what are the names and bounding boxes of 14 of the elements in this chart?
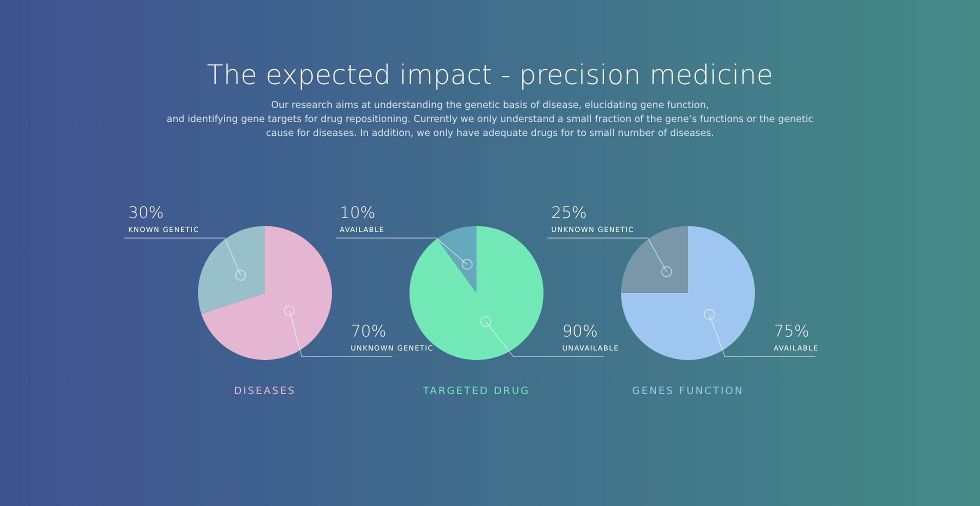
data-label: 90% <box>562 322 598 341</box>
text: The expected impact - precision medicine <box>206 60 774 91</box>
data-label: 30% <box>128 203 164 222</box>
data-label: 25% <box>551 203 587 222</box>
text: Our research aims at understanding the genetic basis of disease, elucidating gene function, and identifying gene targets for drug repositioning. Currently we only understand a small fraction of the gene’s functions or the genetic cause for diseases. In addition, we only have adequate drugs for to small number of diseases. <box>166 100 814 139</box>
pie-slice <box>201 226 332 360</box>
data-label: 70% <box>350 322 386 341</box>
data-label: 75% <box>774 322 810 341</box>
text: GENES FUNCTION <box>632 386 744 397</box>
pie-slice <box>437 226 476 293</box>
text: DISEASES <box>234 386 296 397</box>
pie-slice <box>198 226 265 314</box>
data-label: 10% <box>340 203 376 222</box>
text: TARGETED DRUG <box>422 386 530 397</box>
